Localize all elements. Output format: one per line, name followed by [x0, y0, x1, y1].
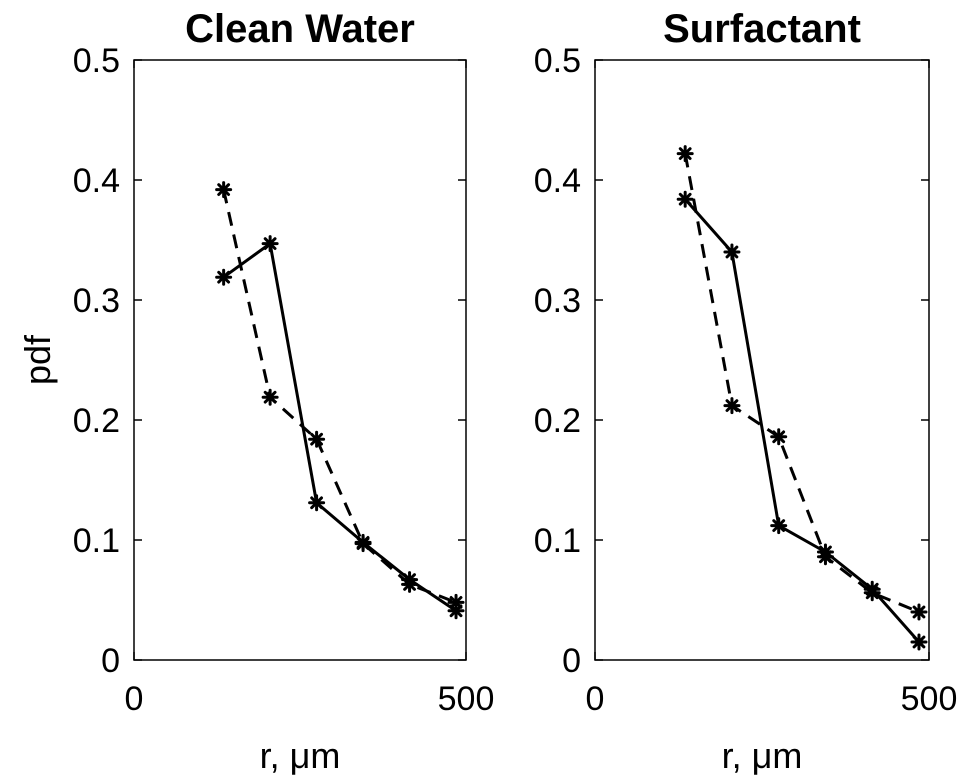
clean-water-xlabel: r, μm	[260, 735, 341, 776]
clean-water-series-dashed-point	[215, 181, 233, 199]
clean-water-ytick-label: 0.1	[73, 522, 120, 560]
surfactant-ytick-label: 0.1	[534, 522, 581, 560]
clean-water-series-dashed-point	[447, 593, 465, 611]
surfactant-series-dashed-point	[723, 397, 741, 415]
clean-water-ylabel: pdf	[17, 334, 58, 385]
surfactant-series-dashed-line	[683, 153, 920, 614]
clean-water-axes-box	[133, 59, 467, 661]
clean-water-ytick-label: 0.3	[73, 282, 120, 320]
surfactant-series-solid-point	[770, 517, 788, 535]
clean-water-series-dashed-point	[261, 388, 279, 406]
clean-water-series-dashed-point	[401, 575, 419, 593]
surfactant-series-dashed-point	[910, 603, 928, 621]
clean-water-series-solid-point	[215, 268, 233, 286]
surfactant-series-dashed-point	[816, 548, 834, 566]
surfactant-title: Surfactant	[663, 7, 861, 51]
clean-water-series-dashed-point	[308, 430, 326, 448]
clean-water-ytick-label: 0	[101, 642, 120, 680]
surfactant-ytick-label: 0.2	[534, 402, 581, 440]
surfactant-axes-box	[594, 59, 930, 661]
clean-water-series-solid-point	[261, 235, 279, 253]
surfactant-series-dashed-point	[676, 145, 694, 163]
clean-water-series-dashed-point	[354, 535, 372, 553]
surfactant-xlabel: r, μm	[722, 735, 803, 776]
clean-water-xtick-label: 0	[125, 680, 144, 718]
surfactant-series-dashed-point	[770, 428, 788, 446]
surfactant-ytick-label: 0	[562, 642, 581, 680]
surfactant-xtick-label: 500	[901, 680, 958, 718]
surfactant-ytick-label: 0.5	[534, 42, 581, 80]
clean-water-series-solid-point	[308, 494, 326, 512]
clean-water-series-dashed-line	[222, 189, 457, 604]
clean-water-title: Clean Water	[185, 7, 415, 51]
clean-water-ytick-label: 0.5	[73, 42, 120, 80]
surfactant-series-dashed-point	[863, 584, 881, 602]
surfactant-ytick-label: 0.3	[534, 282, 581, 320]
clean-water-ytick-label: 0.4	[73, 162, 120, 200]
surfactant-series-solid-point	[723, 243, 741, 261]
surfactant-xtick-label: 0	[586, 680, 605, 718]
clean-water-series-solid-line	[222, 242, 457, 613]
surfactant-ytick-label: 0.4	[534, 162, 581, 200]
surfactant-series-solid-line	[684, 198, 921, 643]
clean-water-ytick-label: 0.2	[73, 402, 120, 440]
clean-water-xtick-label: 500	[438, 680, 495, 718]
surfactant-series-solid-point	[910, 633, 928, 651]
surfactant-series-solid-point	[676, 190, 694, 208]
